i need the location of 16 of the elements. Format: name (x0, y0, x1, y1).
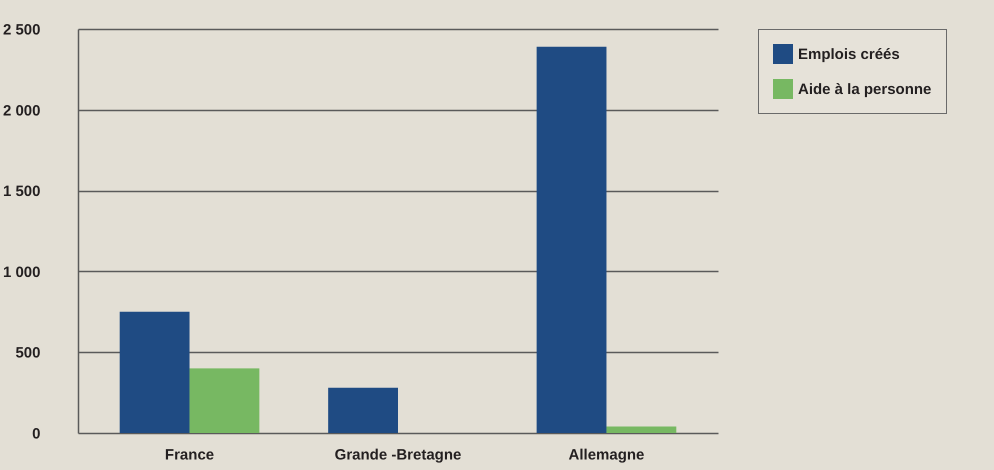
bar (328, 388, 398, 433)
y-tick-label: 2 500 (2, 22, 40, 38)
y-tick-label: 1 000 (2, 264, 40, 281)
y-tick-label: 2 000 (2, 102, 40, 120)
x-tick-label: Grande -Bretagne (334, 446, 462, 464)
bar (190, 368, 260, 433)
x-tick-label: Allemagne (568, 446, 644, 464)
y-tick-label: 0 (32, 426, 40, 442)
bar (606, 426, 676, 433)
bar (536, 46, 606, 433)
bar (120, 312, 190, 433)
y-tick-label: 1 500 (2, 183, 40, 200)
legend-label: Emplois créés (798, 46, 900, 63)
x-tick-label: France (164, 446, 214, 464)
legend-label: Aide à la personne (798, 81, 932, 98)
y-tick-label: 500 (15, 344, 40, 362)
